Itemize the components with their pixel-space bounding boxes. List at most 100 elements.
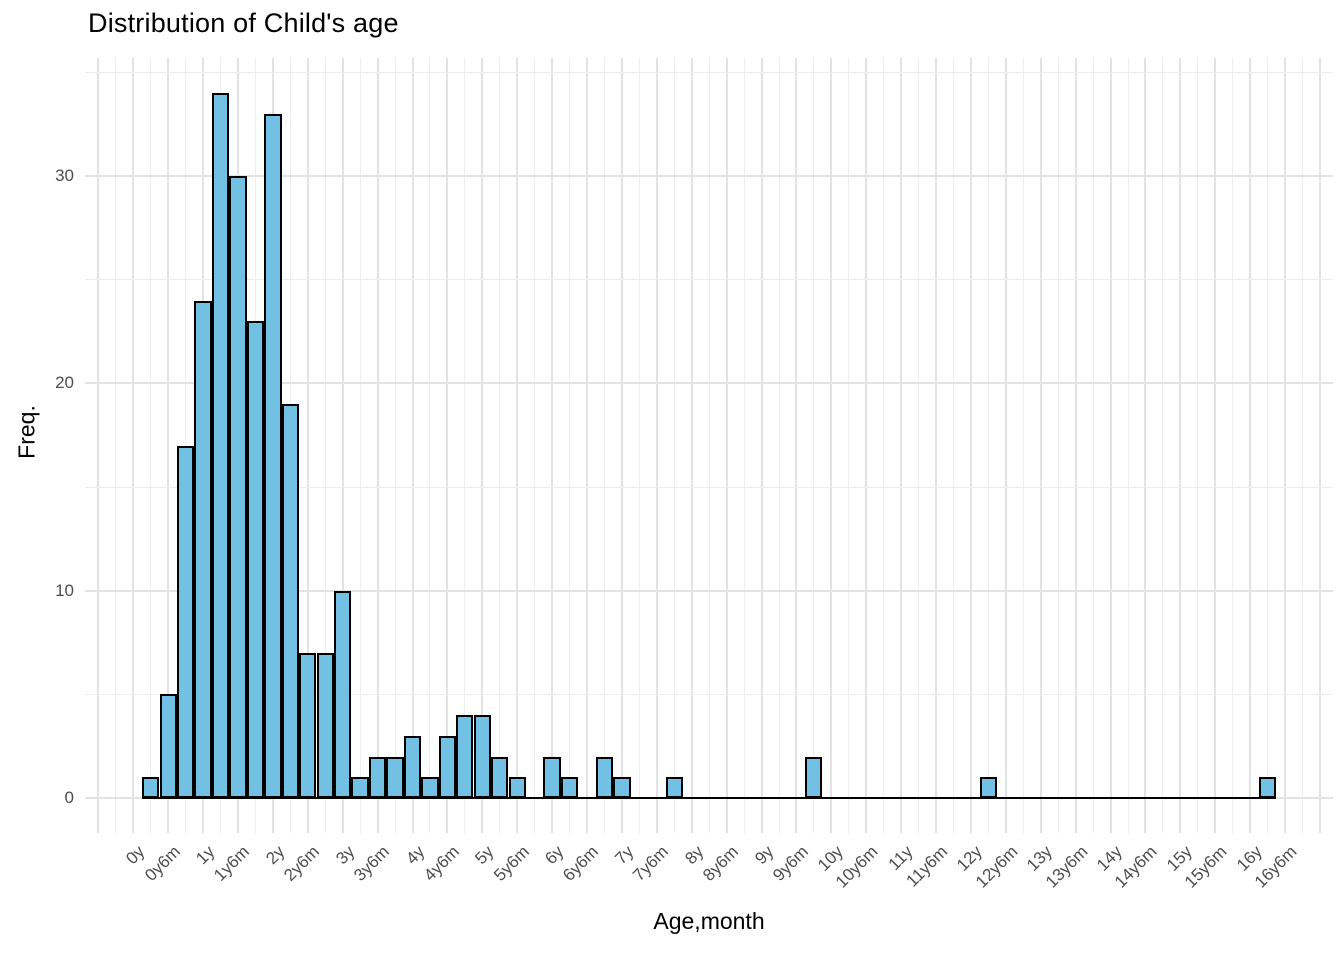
gridline-v-minor (638, 58, 640, 833)
y-axis-title: Freq. (13, 405, 40, 459)
gridline-v-major (1109, 58, 1112, 833)
histogram-bar (194, 300, 212, 798)
gridline-v-minor (150, 58, 152, 833)
gridline-v-minor (1162, 58, 1164, 833)
histogram-bar (438, 735, 457, 798)
gridline-v-minor (743, 58, 745, 833)
gridline-v-minor (883, 58, 885, 833)
histogram-bar (613, 777, 631, 798)
gridline-v-major (97, 58, 100, 833)
gridline-v-major (620, 58, 623, 833)
gridline-v-minor (1197, 58, 1199, 833)
y-tick-label: 20 (55, 373, 74, 393)
gridline-v-major (306, 58, 309, 833)
gridline-v-minor (1057, 58, 1059, 833)
x-tick-label: 5y6m (489, 842, 533, 885)
y-tick-label: 10 (55, 580, 74, 600)
gridline-v-major (969, 58, 972, 833)
gridline-v-major (1004, 58, 1007, 833)
x-tick-label: 9y6m (769, 842, 812, 885)
histogram-bar (386, 756, 404, 798)
gridline-v-major (411, 58, 414, 833)
gridline-v-major (900, 58, 903, 833)
gridline-v-minor (848, 58, 850, 833)
plot-panel (85, 58, 1333, 833)
gridline-v-minor (673, 58, 675, 833)
gridline-v-minor (499, 58, 501, 833)
gridline-v-minor (429, 58, 431, 833)
x-tick-label: 8y6m (699, 842, 743, 885)
gridline-v-major (935, 58, 937, 833)
x-tick-label: 1y6m (210, 842, 254, 885)
zero-baseline (142, 796, 1277, 800)
gridline-h-minor (85, 279, 1333, 281)
gridline-v-major (341, 58, 344, 833)
histogram-bar (508, 777, 526, 798)
x-tick-label: 6y6m (559, 842, 603, 885)
gridline-h-minor (85, 71, 1333, 73)
histogram-bar (560, 777, 579, 798)
gridline-v-major (690, 58, 693, 833)
gridline-h-major (85, 175, 1333, 178)
gridline-v-minor (953, 58, 954, 833)
gridline-v-minor (604, 58, 605, 833)
histogram-bar (299, 652, 317, 798)
histogram-bar (316, 652, 334, 798)
x-tick-label: 3y6m (350, 842, 394, 885)
gridline-v-major (1074, 58, 1077, 833)
histogram-bar (176, 445, 195, 798)
gridline-v-major (481, 58, 484, 833)
x-tick-label: 4y6m (420, 842, 463, 885)
gridline-v-major (446, 58, 449, 833)
gridline-v-minor (185, 58, 187, 833)
histogram-bar (595, 756, 614, 798)
histogram-bar (159, 694, 177, 799)
histogram-bar (211, 93, 230, 798)
gridline-v-minor (324, 58, 326, 833)
histogram-bar (543, 756, 561, 798)
histogram-bar (368, 756, 387, 798)
gridline-v-minor (813, 58, 815, 833)
histogram-bar (264, 113, 282, 798)
gridline-v-major (1284, 58, 1286, 833)
x-tick-label: 7y6m (629, 842, 673, 885)
histogram-bar (979, 777, 997, 798)
gridline-h-minor (85, 693, 1333, 695)
gridline-v-major (1318, 58, 1321, 833)
gridline-v-minor (708, 58, 710, 833)
gridline-v-major (1144, 58, 1147, 833)
gridline-v-minor (778, 58, 780, 833)
gridline-v-major (167, 58, 170, 833)
gridline-v-minor (987, 58, 989, 833)
histogram-bar (246, 321, 265, 798)
gridline-v-major (376, 58, 379, 833)
histogram-bar (403, 735, 422, 798)
gridline-h-major (85, 382, 1333, 385)
gridline-v-major (725, 58, 728, 833)
x-axis-title: Age,month (653, 908, 765, 934)
histogram-bar (142, 777, 160, 798)
histogram-bar (491, 756, 509, 798)
gridline-h-major (85, 589, 1333, 592)
histogram-bar (665, 777, 683, 798)
histogram-bar (456, 715, 474, 798)
gridline-v-major (551, 58, 554, 833)
gridline-v-major (760, 58, 763, 833)
histogram-bar (334, 590, 352, 798)
gridline-v-major (795, 58, 798, 833)
gridline-v-major (1039, 58, 1042, 833)
gridline-v-minor (1267, 58, 1268, 833)
gridline-v-minor (918, 58, 919, 833)
x-tick-label: 9y (750, 842, 777, 869)
gridline-v-minor (394, 58, 396, 833)
x-tick-label: 4y (401, 842, 428, 869)
x-tick-label: 5y (471, 842, 498, 869)
histogram-bar (281, 404, 299, 798)
gridline-v-major (655, 58, 658, 833)
gridline-v-minor (1301, 58, 1303, 833)
gridline-v-minor (1092, 58, 1094, 833)
histogram-bar (1258, 777, 1277, 798)
gridline-v-major (830, 58, 833, 833)
gridline-v-major (865, 58, 868, 833)
